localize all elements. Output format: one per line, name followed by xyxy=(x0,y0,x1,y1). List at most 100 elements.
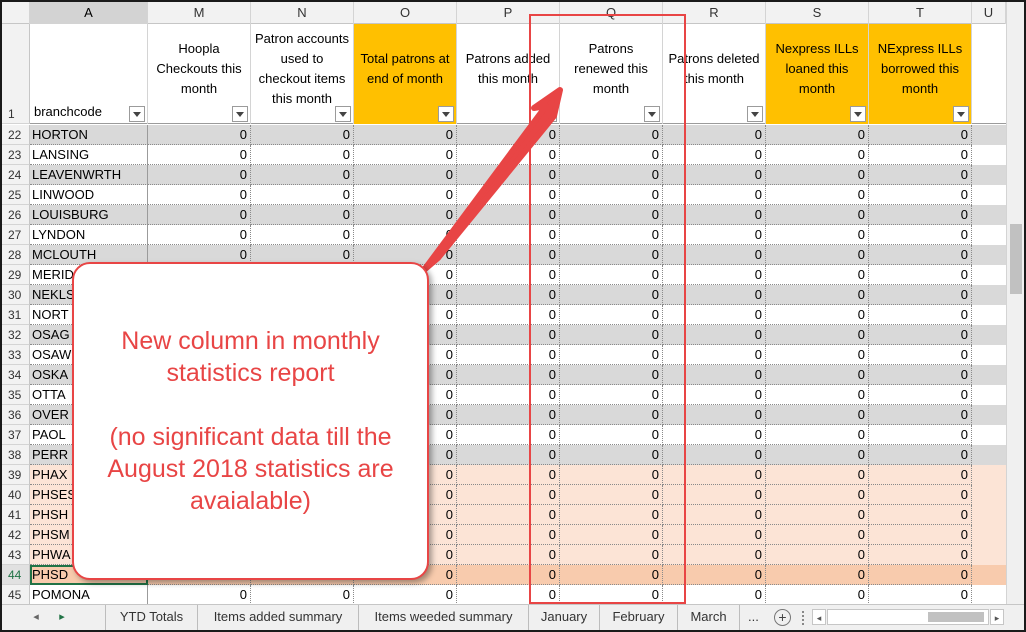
value-cell[interactable]: 0 xyxy=(869,265,972,285)
value-cell[interactable]: 0 xyxy=(766,545,869,565)
value-cell[interactable]: 0 xyxy=(663,525,766,545)
value-cell[interactable]: 0 xyxy=(869,285,972,305)
column-letter-n[interactable]: N xyxy=(251,2,354,24)
vertical-scroll-thumb[interactable] xyxy=(1010,224,1022,294)
value-cell[interactable]: 0 xyxy=(457,365,560,385)
horizontal-scrollbar[interactable] xyxy=(827,609,989,625)
value-cell[interactable]: 0 xyxy=(766,325,869,345)
value-cell[interactable]: 0 xyxy=(766,385,869,405)
value-cell[interactable]: 0 xyxy=(766,445,869,465)
value-cell[interactable]: 0 xyxy=(457,285,560,305)
value-cell[interactable]: 0 xyxy=(663,505,766,525)
value-cell[interactable]: 0 xyxy=(148,185,251,205)
value-cell[interactable]: 0 xyxy=(663,205,766,225)
row-number[interactable]: 39 xyxy=(2,465,30,485)
value-cell[interactable]: 0 xyxy=(869,585,972,605)
row-number[interactable]: 22 xyxy=(2,125,30,145)
column-letter-q[interactable]: Q xyxy=(560,2,663,24)
more-sheets-button[interactable]: ... xyxy=(748,609,759,624)
value-cell[interactable]: 0 xyxy=(663,225,766,245)
value-cell[interactable]: 0 xyxy=(560,485,663,505)
value-cell[interactable]: 0 xyxy=(560,425,663,445)
value-cell[interactable]: 0 xyxy=(869,385,972,405)
value-cell[interactable]: 0 xyxy=(869,565,972,585)
column-letter-p[interactable]: P xyxy=(457,2,560,24)
value-cell[interactable]: 0 xyxy=(560,265,663,285)
row-number[interactable]: 32 xyxy=(2,325,30,345)
value-cell[interactable]: 0 xyxy=(766,485,869,505)
row-number[interactable]: 29 xyxy=(2,265,30,285)
value-cell[interactable]: 0 xyxy=(560,125,663,145)
value-cell[interactable]: 0 xyxy=(354,145,457,165)
value-cell[interactable]: 0 xyxy=(560,565,663,585)
value-cell[interactable]: 0 xyxy=(560,465,663,485)
value-cell[interactable]: 0 xyxy=(766,305,869,325)
value-cell[interactable]: 0 xyxy=(869,545,972,565)
value-cell[interactable]: 0 xyxy=(663,425,766,445)
value-cell[interactable]: 0 xyxy=(869,305,972,325)
value-cell[interactable]: 0 xyxy=(869,405,972,425)
value-cell[interactable]: 0 xyxy=(869,465,972,485)
sheet-tab[interactable]: Items added summary xyxy=(198,605,359,630)
scroll-right-icon[interactable]: ▸ xyxy=(990,609,1004,625)
sheet-tab[interactable]: YTD Totals xyxy=(105,605,198,630)
value-cell[interactable]: 0 xyxy=(354,585,457,605)
sheet-tab[interactable]: January xyxy=(529,605,600,630)
value-cell[interactable]: 0 xyxy=(560,505,663,525)
row-number[interactable]: 34 xyxy=(2,365,30,385)
header-cell[interactable]: Patrons deleted this month xyxy=(663,24,766,124)
value-cell[interactable]: 0 xyxy=(766,165,869,185)
value-cell[interactable]: 0 xyxy=(663,305,766,325)
column-letter-o[interactable]: O xyxy=(354,2,457,24)
value-cell[interactable]: 0 xyxy=(663,345,766,365)
value-cell[interactable]: 0 xyxy=(354,125,457,145)
value-cell[interactable]: 0 xyxy=(457,305,560,325)
prev-sheet-icon[interactable]: ◂ xyxy=(33,611,39,623)
value-cell[interactable]: 0 xyxy=(457,405,560,425)
column-letter-s[interactable]: S xyxy=(766,2,869,24)
column-letter-m[interactable]: M xyxy=(148,2,251,24)
row-number[interactable]: 45 xyxy=(2,585,30,605)
value-cell[interactable]: 0 xyxy=(560,365,663,385)
row-number[interactable]: 30 xyxy=(2,285,30,305)
value-cell[interactable]: 0 xyxy=(766,225,869,245)
value-cell[interactable]: 0 xyxy=(663,445,766,465)
value-cell[interactable]: 0 xyxy=(457,265,560,285)
branchcode-cell[interactable]: LOUISBURG xyxy=(30,205,148,225)
row-number[interactable]: 31 xyxy=(2,305,30,325)
value-cell[interactable]: 0 xyxy=(663,545,766,565)
value-cell[interactable]: 0 xyxy=(560,445,663,465)
value-cell[interactable]: 0 xyxy=(869,445,972,465)
value-cell[interactable]: 0 xyxy=(766,285,869,305)
value-cell[interactable]: 0 xyxy=(251,165,354,185)
value-cell[interactable]: 0 xyxy=(148,125,251,145)
value-cell[interactable]: 0 xyxy=(457,505,560,525)
value-cell[interactable]: 0 xyxy=(560,305,663,325)
value-cell[interactable]: 0 xyxy=(354,165,457,185)
branchcode-cell[interactable]: LYNDON xyxy=(30,225,148,245)
filter-dropdown-icon[interactable] xyxy=(232,106,248,122)
value-cell[interactable]: 0 xyxy=(869,485,972,505)
header-cell[interactable]: Total patrons at end of month xyxy=(354,24,457,124)
value-cell[interactable]: 0 xyxy=(766,145,869,165)
value-cell[interactable]: 0 xyxy=(560,185,663,205)
value-cell[interactable]: 0 xyxy=(560,405,663,425)
sheet-tab[interactable]: Items weeded summary xyxy=(359,605,529,630)
row-number[interactable]: 36 xyxy=(2,405,30,425)
sheet-tab[interactable]: February xyxy=(600,605,678,630)
value-cell[interactable]: 0 xyxy=(766,265,869,285)
value-cell[interactable]: 0 xyxy=(251,225,354,245)
value-cell[interactable]: 0 xyxy=(457,345,560,365)
value-cell[interactable]: 0 xyxy=(457,325,560,345)
value-cell[interactable]: 0 xyxy=(560,385,663,405)
value-cell[interactable]: 0 xyxy=(560,245,663,265)
vertical-scrollbar[interactable] xyxy=(1006,2,1024,606)
value-cell[interactable]: 0 xyxy=(457,385,560,405)
value-cell[interactable]: 0 xyxy=(457,445,560,465)
next-sheet-icon[interactable]: ▸ xyxy=(59,611,65,623)
value-cell[interactable]: 0 xyxy=(766,205,869,225)
scroll-left-icon[interactable]: ◂ xyxy=(812,609,826,625)
row-number[interactable]: 38 xyxy=(2,445,30,465)
row-number[interactable]: 23 xyxy=(2,145,30,165)
value-cell[interactable]: 0 xyxy=(869,425,972,445)
